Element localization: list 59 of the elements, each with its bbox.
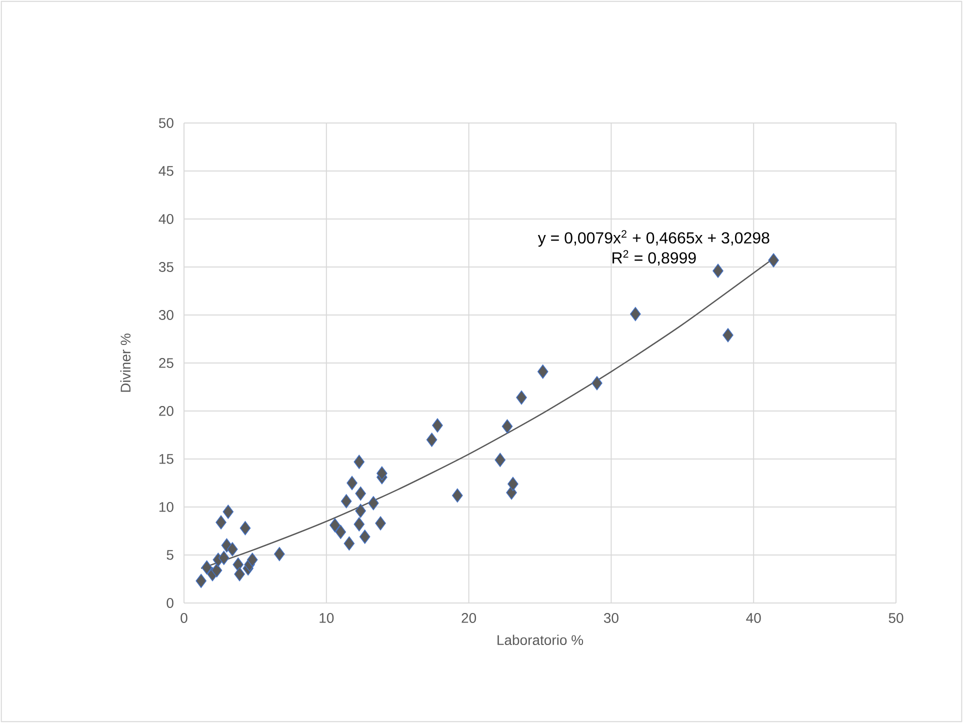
point xyxy=(227,542,238,556)
point xyxy=(234,567,245,582)
point xyxy=(222,504,234,519)
x-tick-label: 30 xyxy=(604,613,618,623)
point xyxy=(246,552,258,567)
point xyxy=(354,454,365,469)
point xyxy=(516,390,527,405)
point xyxy=(211,563,222,578)
point xyxy=(196,574,206,588)
y-tick-label: 0 xyxy=(166,598,174,608)
y-axis-title: Diviner % xyxy=(120,334,131,392)
point xyxy=(340,494,352,508)
y-tick-label: 35 xyxy=(158,262,174,272)
point xyxy=(592,376,602,390)
point xyxy=(368,496,379,510)
y-tick-label: 50 xyxy=(158,118,174,128)
point xyxy=(375,516,386,530)
point xyxy=(274,546,285,562)
point xyxy=(330,518,340,532)
y-tick-label: 40 xyxy=(158,214,174,224)
annotation: R$^{2}$ = 0,8999 xyxy=(612,250,696,266)
point xyxy=(426,432,438,447)
x-tick-label: 40 xyxy=(746,613,761,623)
point xyxy=(344,536,355,551)
point xyxy=(502,419,513,434)
point xyxy=(494,452,506,468)
annotation: y = 0,0079x$^{2}$ + 0,4665x + 3,0298 xyxy=(538,230,770,247)
y-tick-label: 5 xyxy=(166,550,174,560)
point xyxy=(630,306,641,322)
point xyxy=(722,328,734,342)
point xyxy=(216,515,226,530)
y-tick-label: 25 xyxy=(159,358,174,368)
point xyxy=(537,364,548,379)
point xyxy=(712,264,724,278)
point xyxy=(768,253,779,268)
point xyxy=(354,517,365,532)
point xyxy=(452,488,463,503)
point xyxy=(432,418,443,432)
point xyxy=(335,524,346,540)
point xyxy=(359,530,370,544)
point xyxy=(232,558,244,572)
y-tick-label: 10 xyxy=(159,502,174,512)
point xyxy=(355,486,366,501)
y-tick-label: 45 xyxy=(158,166,174,176)
point xyxy=(355,504,366,518)
point xyxy=(201,560,212,575)
x-tick-label: 10 xyxy=(320,613,334,623)
y-tick-label: 20 xyxy=(159,406,174,416)
y-tick-label: 30 xyxy=(158,310,174,320)
x-axis-title: Laboratorio % xyxy=(498,634,584,646)
y-tick-label: 15 xyxy=(159,454,174,464)
point xyxy=(376,466,388,480)
point xyxy=(240,521,251,536)
point xyxy=(218,550,230,565)
x-tick-label: 0 xyxy=(180,613,188,623)
x-tick-label: 50 xyxy=(888,613,904,623)
point xyxy=(508,476,518,492)
x-tick-label: 20 xyxy=(462,613,476,623)
point xyxy=(346,476,358,490)
